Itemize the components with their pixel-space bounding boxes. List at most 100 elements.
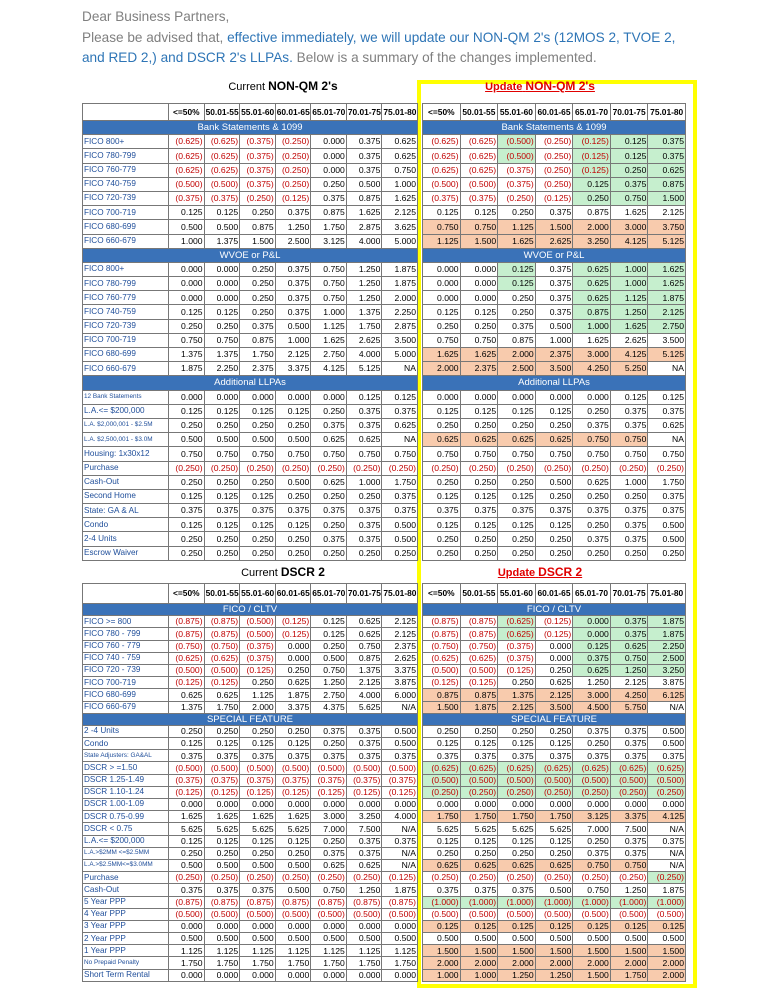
value-cell: 5.125 <box>345 361 383 377</box>
value-cell: 0.000 <box>310 148 347 164</box>
data-row: Purchase (0.250) (0.250) (0.250) (0.250) (0.2… <box>82 460 418 476</box>
value-cell: 0.125 <box>572 919 611 934</box>
value-cell: 0.375 <box>345 417 383 434</box>
value-cell: 0.000 <box>239 797 276 812</box>
value-cell: 1.500 <box>609 944 649 958</box>
value-cell: (0.125) <box>459 676 499 690</box>
value-cell: 0.375 <box>534 749 574 763</box>
data-row: (0.125) (0.125) 0.250 0.625 1.250 2.125 3.875 <box>422 676 686 690</box>
value-cell: 0.125 <box>203 205 241 221</box>
value-cell: 1.000 <box>609 474 649 490</box>
data-row: FICO 680-699 1.375 1.375 1.750 2.125 2.750 4.0… <box>82 346 418 363</box>
greeting: Dear Business Partners, <box>82 9 230 24</box>
value-cell: (0.250) <box>422 871 461 885</box>
value-cell: 0.500 <box>168 858 205 873</box>
value-cell: 1.000 <box>609 276 649 292</box>
data-row: Cash-Out 0.250 0.250 0.250 0.500 0.625 1.000 1.… <box>82 474 418 490</box>
value-cell: 0.750 <box>310 276 347 292</box>
value-cell: 0.250 <box>239 724 276 739</box>
value-cell: 0.625 <box>572 663 611 678</box>
row-label: FICO 760 - 779 <box>82 639 169 653</box>
value-cell: 0.250 <box>310 834 347 848</box>
value-cell: (0.250) <box>239 871 276 885</box>
value-cell: 0.750 <box>609 651 649 665</box>
value-cell: (0.500) <box>168 663 205 678</box>
value-cell: 3.625 <box>381 219 418 235</box>
value-cell: 1.750 <box>345 956 383 970</box>
value-cell: 0.125 <box>534 403 574 419</box>
value-cell: 2.250 <box>203 361 241 377</box>
value-cell: (0.250) <box>534 162 574 178</box>
value-cell: (0.250) <box>534 785 574 800</box>
data-row: DSCR < 0.75 5.625 5.625 5.625 5.625 7.000 7.50… <box>82 822 418 836</box>
value-cell: 0.750 <box>422 446 461 462</box>
value-cell: 0.250 <box>345 545 383 561</box>
value-cell: (0.375) <box>239 773 276 787</box>
value-cell: 0.750 <box>534 446 574 462</box>
value-cell: 0.000 <box>534 639 574 653</box>
value-cell: 0.250 <box>310 545 347 561</box>
section-row: WVOE or P&L <box>422 247 686 263</box>
value-cell: 0.625 <box>534 858 574 873</box>
value-cell: 0.250 <box>168 318 205 334</box>
value-cell: 0.375 <box>609 846 649 860</box>
column-header: 50.01-55 <box>203 103 241 121</box>
section-row: Additional LLPAs <box>82 375 418 391</box>
value-cell: 3.250 <box>647 663 686 678</box>
value-cell: (0.125) <box>239 785 276 800</box>
value-cell: 0.500 <box>203 858 241 873</box>
value-cell: 0.125 <box>459 304 499 320</box>
value-cell: 0.375 <box>239 883 276 897</box>
value-cell: (0.250) <box>274 148 312 164</box>
row-label: FICO 680-699 <box>82 219 169 235</box>
value-cell: 0.250 <box>168 474 205 490</box>
value-cell: 0.250 <box>497 474 536 490</box>
value-cell: 0.250 <box>345 488 383 505</box>
title-name: NON-QM 2's <box>525 79 595 93</box>
value-cell: 0.250 <box>203 417 241 434</box>
value-cell: 2.000 <box>609 956 649 970</box>
value-cell: (0.500) <box>497 773 536 787</box>
value-cell: 0.250 <box>572 190 611 207</box>
value-cell: (0.250) <box>534 871 574 885</box>
value-cell: 0.125 <box>203 488 241 505</box>
value-cell: 0.500 <box>381 724 418 739</box>
value-cell: 0.500 <box>381 517 418 533</box>
value-cell: 1.500 <box>647 190 686 207</box>
value-cell: 1.125 <box>609 290 649 306</box>
value-cell: 0.250 <box>239 304 276 320</box>
value-cell: 0.250 <box>239 676 276 690</box>
value-cell: (0.500) <box>203 761 241 775</box>
value-cell: N/A <box>647 846 686 860</box>
value-cell: 0.375 <box>345 148 383 164</box>
value-cell: 0.125 <box>497 276 536 292</box>
section-row: FICO / CLTV <box>422 602 686 617</box>
value-cell: 3.875 <box>381 676 418 690</box>
value-cell: 0.375 <box>381 403 418 419</box>
value-cell: 0.125 <box>422 834 461 848</box>
value-cell: 1.000 <box>534 332 574 349</box>
value-cell: 0.875 <box>647 176 686 192</box>
value-cell: (0.375) <box>239 176 276 192</box>
data-row: 4 Year PPP (0.500) (0.500) (0.500) (0.500) (0… <box>82 907 418 921</box>
value-cell: 0.250 <box>381 545 418 561</box>
value-cell: 3.500 <box>534 361 574 377</box>
value-cell: 0.125 <box>422 403 461 419</box>
value-cell: 0.500 <box>274 883 312 897</box>
row-label: FICO 660-679 <box>82 361 169 377</box>
value-cell: 3.000 <box>572 688 611 702</box>
value-cell: 0.500 <box>239 432 276 448</box>
value-cell: 1.875 <box>381 276 418 292</box>
value-cell: 2.625 <box>381 651 418 665</box>
value-cell: N/A <box>647 822 686 836</box>
data-row: 0.125 0.125 0.125 0.125 0.250 0.375 0.500 <box>422 517 686 533</box>
value-cell: 2.500 <box>497 361 536 377</box>
value-cell: (0.375) <box>239 148 276 164</box>
value-cell: 0.750 <box>572 446 611 462</box>
value-cell: 0.500 <box>168 219 205 235</box>
value-cell: 3.500 <box>534 700 574 714</box>
value-cell: 0.625 <box>609 639 649 653</box>
value-cell: 2.125 <box>609 676 649 690</box>
value-cell: 0.625 <box>497 432 536 448</box>
column-header: 70.01-75 <box>609 583 649 604</box>
